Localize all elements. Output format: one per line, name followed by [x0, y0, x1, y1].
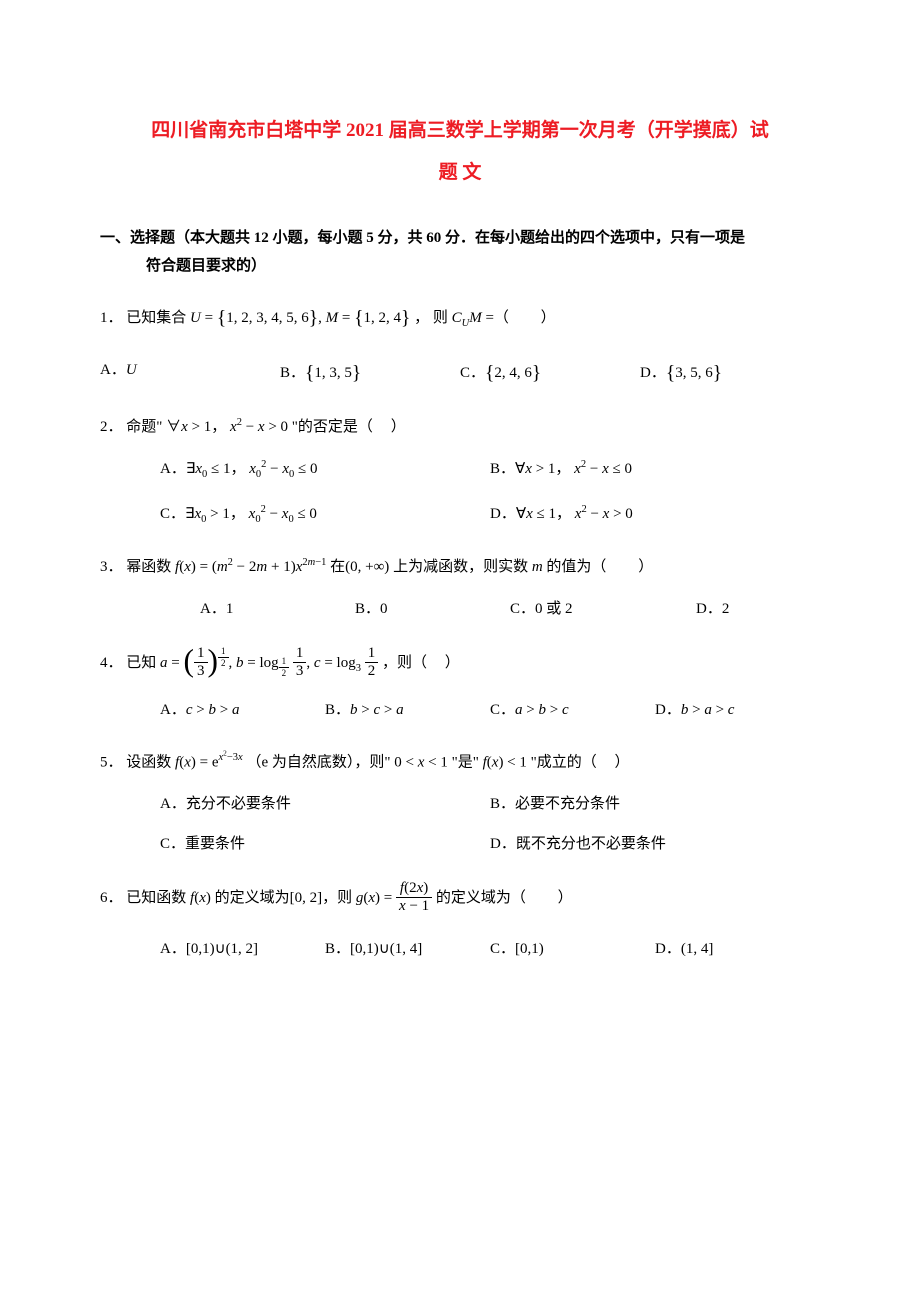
q5-mid2: "是": [452, 754, 483, 770]
q4-close: ）: [445, 655, 460, 671]
q1-c-val: 2, 4, 6: [494, 365, 532, 381]
q3-mid: 上为减函数，则实数: [393, 559, 532, 575]
q2-num: 2．: [100, 419, 123, 435]
title-line-1: 四川省南充市白塔中学 2021 届高三数学上学期第一次月考（开学摸底）试: [100, 110, 820, 152]
q1-a-val: U: [126, 362, 137, 378]
q6-pre: 已知函数: [126, 890, 190, 906]
q5-post: "成立的（: [531, 754, 597, 770]
q1-stem: 1． 已知集合 U = {1, 2, 3, 4, 5, 6}, M = {1, …: [100, 303, 820, 334]
q1-set1: 1, 2, 3, 4, 5, 6: [226, 310, 309, 326]
q1-eq2: =: [338, 310, 354, 326]
q3-close: ）: [638, 559, 653, 575]
q1-opt-a: A．U: [100, 358, 280, 389]
question-5: 5． 设函数 f(x) = ex2−3x （e 为自然底数），则" 0 < x …: [100, 748, 820, 857]
q6-num: 6．: [100, 890, 123, 906]
q1-eq1: =: [201, 310, 217, 326]
q4-opt-a: A．c > b > a: [160, 698, 325, 722]
q1-rbrace2: }: [401, 308, 410, 329]
q1-num: 1．: [100, 310, 123, 326]
q1-close: ）: [541, 310, 556, 326]
q1-post: =（: [485, 310, 508, 326]
q1-b-val: 1, 3, 5: [314, 365, 352, 381]
q1-opt-b: B．{1, 3, 5}: [280, 358, 460, 389]
q6-stem: 6． 已知函数 f(x) 的定义域为[0, 2]，则 g(x) = f(2x)x…: [100, 882, 820, 915]
q6-opt-b: B．[0,1)∪(1, 4]: [325, 937, 490, 961]
q6-close: ）: [558, 890, 573, 906]
q3-in: 在: [330, 559, 345, 575]
question-2: 2． 命题" ∀x > 1， x2 − x > 0 "的否定是（ ） A．∃x0…: [100, 415, 820, 529]
q5-num: 5．: [100, 754, 123, 770]
question-4: 4． 已知 a = (13)12, b = log12 13, c = log3…: [100, 647, 820, 722]
q6-mid: 的定义域为[0, 2]，则: [215, 890, 356, 906]
q1-M: M: [326, 310, 339, 326]
q3-num: 3．: [100, 559, 123, 575]
q2-opt-b: B．∀x > 1， x2 − x ≤ 0: [490, 457, 820, 484]
q5-opt-b: B．必要不充分条件: [490, 792, 820, 816]
q3-options: A．1 B．0 C．0 或 2 D．2: [100, 597, 820, 621]
q5-opt-c: C．重要条件: [160, 832, 490, 856]
title-line-2: 题 文: [100, 152, 820, 194]
q2-opt-a: A．∃x0 ≤ 1， x02 − x0 ≤ 0: [160, 457, 490, 484]
q6-opt-c: C．[0,1): [490, 937, 655, 961]
q2-x: x: [181, 419, 188, 435]
section-header: 一、选择题（本大题共 12 小题，每小题 5 分，共 60 分．在每小题给出的四…: [100, 224, 820, 281]
q3-opt-b: B．0: [355, 597, 510, 621]
q6-opt-d: D．(1, 4]: [655, 937, 820, 961]
q3-opt-a: A．1: [200, 597, 355, 621]
q4-options: A．c > b > a B．b > c > a C．a > b > c D．b …: [100, 698, 820, 722]
q4-num: 4．: [100, 655, 123, 671]
q1-math: U: [190, 310, 201, 326]
q5-pre: 设函数: [126, 754, 175, 770]
q2-stem: 2． 命题" ∀x > 1， x2 − x > 0 "的否定是（ ）: [100, 415, 820, 439]
q5-opt-a: A．充分不必要条件: [160, 792, 490, 816]
q2-x2: x: [230, 419, 237, 435]
question-6: 6． 已知函数 f(x) 的定义域为[0, 2]，则 g(x) = f(2x)x…: [100, 882, 820, 961]
q5-mid: （e 为自然底数），则": [246, 754, 394, 770]
q3-opt-d: D．2: [696, 597, 820, 621]
question-3: 3． 幂函数 f(x) = (m2 − 2m + 1)x2m−1 在(0, +∞…: [100, 555, 820, 621]
q3-pre: 幂函数: [126, 559, 175, 575]
q6-post: 的定义域为（: [436, 890, 526, 906]
q2-t1: 命题" ∀: [126, 419, 181, 435]
q5-opt-d: D．既不充分也不必要条件: [490, 832, 820, 856]
q1-comma: ,: [318, 310, 326, 326]
q1-d-val: 3, 5, 6: [675, 365, 713, 381]
q3-stem: 3． 幂函数 f(x) = (m2 − 2m + 1)x2m−1 在(0, +∞…: [100, 555, 820, 579]
q5-options: A．充分不必要条件 B．必要不充分条件 C．重要条件 D．既不充分也不必要条件: [100, 792, 820, 856]
q2-close: ）: [391, 419, 406, 435]
q1-pre: 已知集合: [126, 310, 190, 326]
q1-opt-d: D．{3, 5, 6}: [640, 358, 820, 389]
section-header-line-1: 一、选择题（本大题共 12 小题，每小题 5 分，共 60 分．在每小题给出的四…: [100, 230, 745, 246]
q1-then: ， 则: [414, 310, 452, 326]
q1-paren-space: [509, 310, 541, 326]
section-header-line-2: 符合题目要求的）: [100, 252, 266, 281]
q3-opt-c: C．0 或 2: [510, 597, 696, 621]
q6-options: A．[0,1)∪(1, 2] B．[0,1)∪(1, 4] C．[0,1) D．…: [100, 937, 820, 961]
q1-options: A．U B．{1, 3, 5} C．{2, 4, 6} D．{3, 5, 6}: [100, 358, 820, 389]
q1-lbrace1: {: [217, 308, 226, 329]
q4-stem: 4． 已知 a = (13)12, b = log12 13, c = log3…: [100, 647, 820, 680]
exam-title: 四川省南充市白塔中学 2021 届高三数学上学期第一次月考（开学摸底）试 题 文: [100, 110, 820, 194]
q2-opt-c: C．∃x0 > 1， x02 − x0 ≤ 0: [160, 502, 490, 529]
q4-opt-c: C．a > b > c: [490, 698, 655, 722]
q5-stem: 5． 设函数 f(x) = ex2−3x （e 为自然底数），则" 0 < x …: [100, 748, 820, 775]
q2-opt-d: D．∀x ≤ 1， x2 − x > 0: [490, 502, 820, 529]
q3-post: 的值为（: [546, 559, 606, 575]
q2-t2: > 1，: [192, 419, 230, 435]
q5-close: ）: [615, 754, 630, 770]
q2-t3: > 0 "的否定是（: [268, 419, 373, 435]
question-1: 1． 已知集合 U = {1, 2, 3, 4, 5, 6}, M = {1, …: [100, 303, 820, 389]
q1-CU: CUM: [452, 310, 482, 326]
q4-pre: 已知: [126, 655, 160, 671]
q1-rbrace1: }: [309, 308, 318, 329]
q4-post: ，则（: [382, 655, 427, 671]
q6-opt-a: A．[0,1)∪(1, 2]: [160, 937, 325, 961]
q4-opt-b: B．b > c > a: [325, 698, 490, 722]
q2-x3: x: [258, 419, 265, 435]
q1-set2: 1, 2, 4: [363, 310, 401, 326]
q1-opt-c: C．{2, 4, 6}: [460, 358, 640, 389]
q2-minus: −: [242, 419, 258, 435]
q2-options-row1: A．∃x0 ≤ 1， x02 − x0 ≤ 0 B．∀x > 1， x2 − x…: [100, 457, 820, 529]
q4-opt-d: D．b > a > c: [655, 698, 820, 722]
